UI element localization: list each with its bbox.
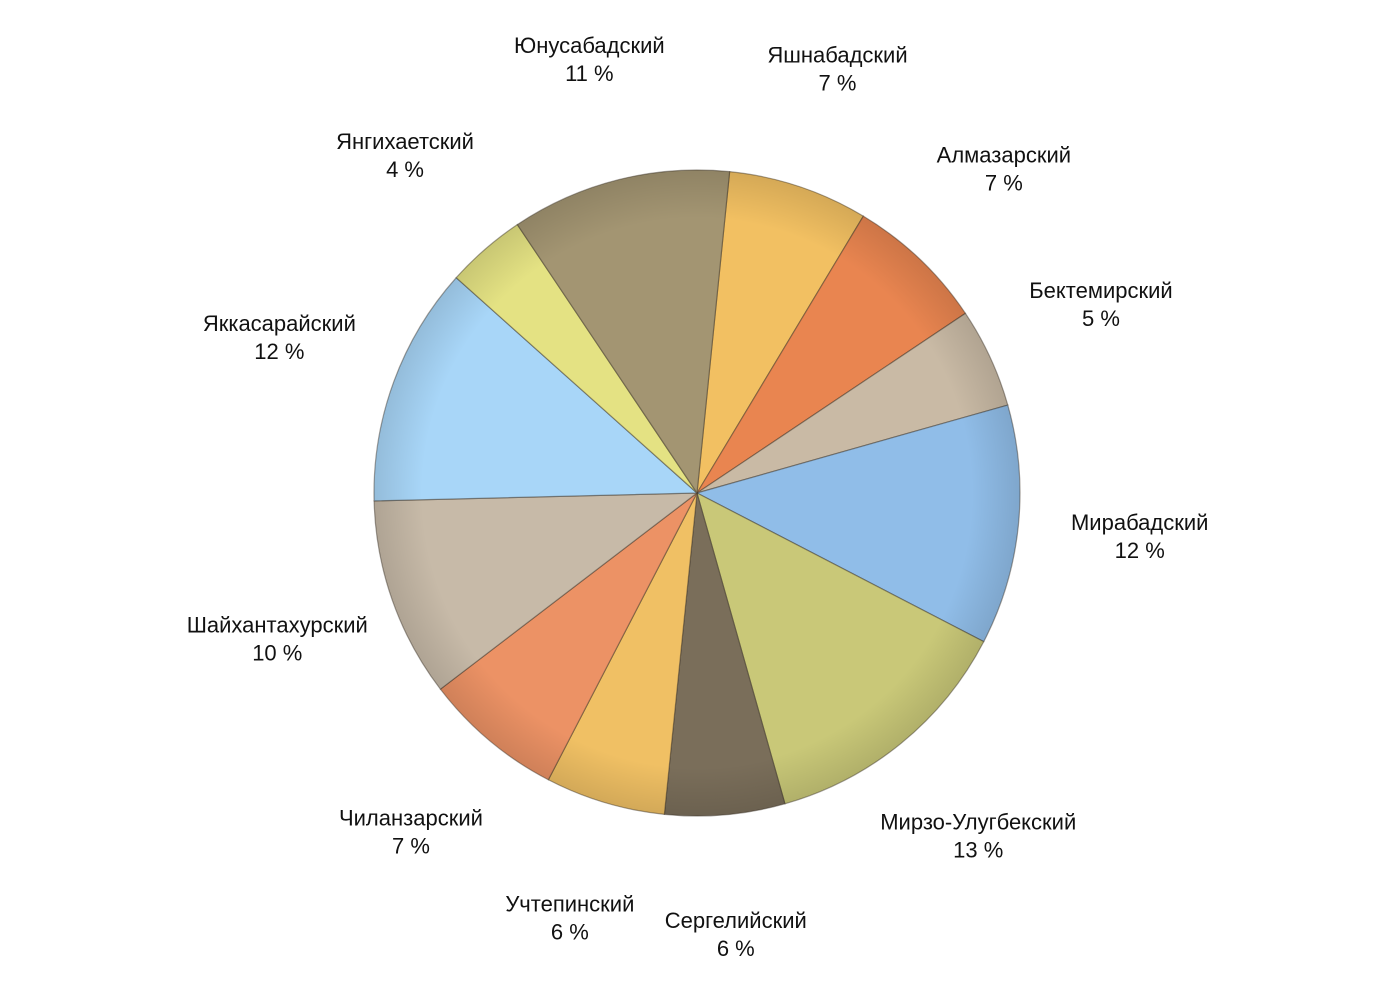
slice-value-label: 7 % bbox=[985, 171, 1023, 196]
slice-label: Алмазарский bbox=[937, 143, 1071, 168]
slice-label: Мирзо-Улугбекский bbox=[880, 810, 1076, 835]
slice-value-label: 7 % bbox=[392, 834, 430, 859]
slice-label: Шайхантахурский bbox=[187, 613, 368, 638]
slice-value-label: 4 % bbox=[386, 157, 424, 182]
slice-label: Яккасарайский bbox=[203, 311, 356, 336]
slice-label: Юнусабадский bbox=[514, 33, 665, 58]
slice-value-label: 13 % bbox=[953, 838, 1003, 863]
slice-value-label: 5 % bbox=[1082, 306, 1120, 331]
slice-label: Сергелийский bbox=[665, 908, 807, 933]
slice-value-label: 12 % bbox=[1115, 538, 1165, 563]
slice-label: Чиланзарский bbox=[339, 806, 483, 831]
slice-value-label: 11 % bbox=[565, 61, 614, 86]
slice-value-label: 12 % bbox=[254, 339, 304, 364]
slice-value-label: 6 % bbox=[551, 919, 589, 944]
slice-label: Яшнабадский bbox=[767, 43, 907, 68]
slice-label: Бектемирский bbox=[1029, 278, 1172, 303]
slice-value-label: 10 % bbox=[252, 641, 302, 666]
slice-label: Янгихаетский bbox=[336, 129, 474, 154]
slice-value-label: 6 % bbox=[717, 936, 755, 961]
slice-label: Учтепинский bbox=[505, 891, 634, 916]
slice-label: Мирабадский bbox=[1071, 510, 1208, 535]
slice-value-label: 7 % bbox=[819, 71, 857, 96]
